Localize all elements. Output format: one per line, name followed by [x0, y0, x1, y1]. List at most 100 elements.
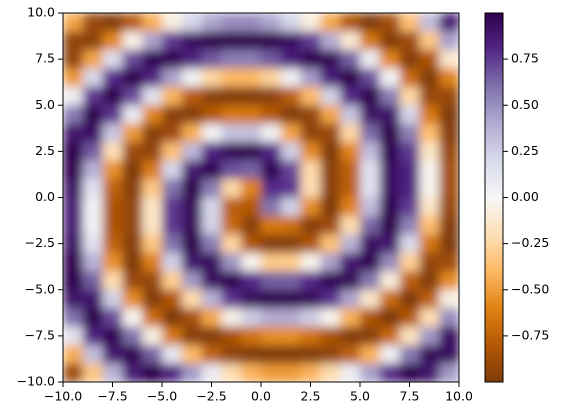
- cell: [399, 271, 420, 291]
- cell: [340, 289, 361, 309]
- cell: [181, 363, 203, 382]
- cell: [399, 123, 420, 143]
- cell: [181, 252, 203, 272]
- cell: [379, 252, 401, 272]
- cell: [241, 31, 262, 51]
- cell: [201, 271, 222, 291]
- cell: [320, 86, 341, 106]
- cell: [360, 49, 381, 69]
- cell: [280, 142, 302, 162]
- cell: [221, 86, 242, 106]
- cell: [102, 160, 123, 180]
- cell: [102, 197, 123, 217]
- cell: [340, 308, 361, 328]
- cell: [280, 123, 302, 143]
- cell: [379, 105, 401, 125]
- cell: [181, 197, 203, 217]
- cell: [241, 49, 262, 69]
- cell: [419, 363, 440, 382]
- cell: [63, 142, 84, 162]
- cell: [261, 289, 282, 309]
- y-tick-label: −2.5: [25, 235, 55, 250]
- cell: [300, 86, 321, 106]
- cell: [261, 271, 282, 291]
- cell: [201, 252, 222, 272]
- cell: [439, 31, 459, 51]
- cell: [399, 326, 420, 346]
- cell: [63, 252, 84, 272]
- cell: [102, 271, 123, 291]
- cell: [181, 234, 203, 254]
- cell: [300, 142, 321, 162]
- cell: [419, 234, 440, 254]
- y-tick-label: −7.5: [25, 327, 55, 342]
- cell: [102, 49, 123, 69]
- cell: [221, 234, 242, 254]
- cell: [122, 49, 143, 69]
- cell: [142, 13, 163, 33]
- cell: [241, 363, 262, 382]
- cell: [360, 123, 381, 143]
- cell: [419, 31, 440, 51]
- cell: [419, 86, 440, 106]
- cell: [280, 308, 302, 328]
- cell: [261, 31, 282, 51]
- cell: [379, 363, 401, 382]
- cell: [221, 160, 242, 180]
- cell: [102, 289, 123, 309]
- cell: [379, 160, 401, 180]
- cell: [399, 179, 420, 199]
- cell: [320, 345, 341, 365]
- cell: [280, 363, 302, 382]
- cell: [360, 234, 381, 254]
- cell: [201, 215, 222, 235]
- cell: [122, 252, 143, 272]
- cell: [63, 123, 84, 143]
- y-tick-label: 0.0: [35, 189, 55, 204]
- cell: [241, 215, 262, 235]
- colorbar-tick-label: 0.00: [511, 189, 539, 204]
- cell: [280, 326, 302, 346]
- cell: [399, 105, 420, 125]
- cell: [419, 160, 440, 180]
- cell: [63, 68, 84, 88]
- cell: [201, 197, 222, 217]
- cell: [102, 179, 123, 199]
- cell: [280, 252, 302, 272]
- cell: [340, 215, 361, 235]
- cell: [261, 86, 282, 106]
- cell: [300, 197, 321, 217]
- cell: [122, 142, 143, 162]
- cell: [122, 179, 143, 199]
- cell: [221, 363, 242, 382]
- cell: [300, 252, 321, 272]
- cell: [320, 252, 341, 272]
- cell: [201, 68, 222, 88]
- cell: [102, 105, 123, 125]
- cell: [439, 160, 459, 180]
- colorbar: [485, 13, 503, 382]
- cell: [63, 197, 84, 217]
- cell: [261, 13, 282, 33]
- cell: [221, 49, 242, 69]
- cell: [261, 345, 282, 365]
- cell: [201, 86, 222, 106]
- cell: [63, 345, 84, 365]
- cell: [142, 271, 163, 291]
- cell: [300, 289, 321, 309]
- cell: [63, 179, 84, 199]
- cell: [221, 105, 242, 125]
- cell: [241, 234, 262, 254]
- cell: [142, 308, 163, 328]
- cell: [419, 142, 440, 162]
- cell: [280, 234, 302, 254]
- cell: [63, 326, 84, 346]
- cell: [360, 105, 381, 125]
- y-tick-label: −10.0: [17, 374, 55, 389]
- cell: [439, 123, 459, 143]
- cell: [280, 31, 302, 51]
- cell: [221, 123, 242, 143]
- cell: [320, 142, 341, 162]
- cell: [82, 252, 104, 272]
- cell: [63, 271, 84, 291]
